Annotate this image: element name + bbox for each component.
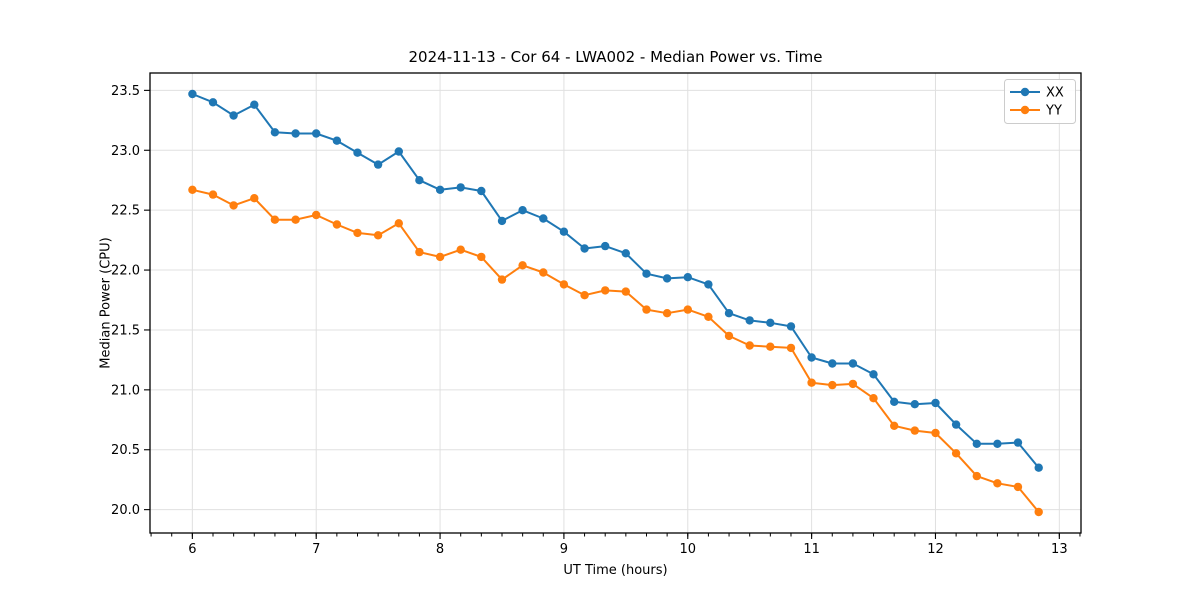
- svg-text:6: 6: [188, 542, 196, 557]
- svg-text:8: 8: [436, 542, 444, 557]
- svg-text:13: 13: [1051, 542, 1068, 557]
- series-markers-XX: [188, 89, 1043, 472]
- svg-text:23.0: 23.0: [111, 144, 140, 159]
- svg-text:10: 10: [679, 542, 696, 557]
- svg-text:9: 9: [560, 542, 568, 557]
- series-markers-YY: [188, 185, 1043, 517]
- y-tick-labels: 20.0 20.5 21.0 21.5 22.0 22.5 23.0 23.5: [111, 84, 140, 518]
- svg-text:22.5: 22.5: [111, 204, 140, 219]
- svg-text:YY: YY: [1045, 104, 1062, 119]
- svg-text:XX: XX: [1046, 86, 1064, 101]
- svg-text:12: 12: [927, 542, 944, 557]
- svg-text:23.5: 23.5: [111, 84, 140, 99]
- svg-text:22.0: 22.0: [111, 264, 140, 279]
- svg-text:20.0: 20.0: [111, 503, 140, 518]
- chart-title: 2024-11-13 - Cor 64 - LWA002 - Median Po…: [408, 48, 823, 66]
- svg-text:21.0: 21.0: [111, 383, 140, 398]
- legend-item-XX: XX: [1010, 86, 1064, 101]
- svg-text:20.5: 20.5: [111, 443, 140, 458]
- svg-text:7: 7: [312, 542, 320, 557]
- svg-text:21.5: 21.5: [111, 323, 140, 338]
- legend: XX YY: [1004, 79, 1076, 124]
- x-tick-labels: 6 7 8 9 10 11 12 13: [188, 542, 1067, 557]
- svg-text:11: 11: [803, 542, 820, 557]
- y-axis-ticks: [144, 89, 150, 511]
- y-axis-label: Median Power (CPU): [98, 237, 114, 369]
- x-axis-ticks: [191, 533, 1060, 539]
- plot-border: [149, 72, 1082, 534]
- legend-item-YY: YY: [1010, 104, 1062, 119]
- gridlines: [150, 73, 1081, 533]
- x-axis-label: UT Time (hours): [563, 563, 668, 578]
